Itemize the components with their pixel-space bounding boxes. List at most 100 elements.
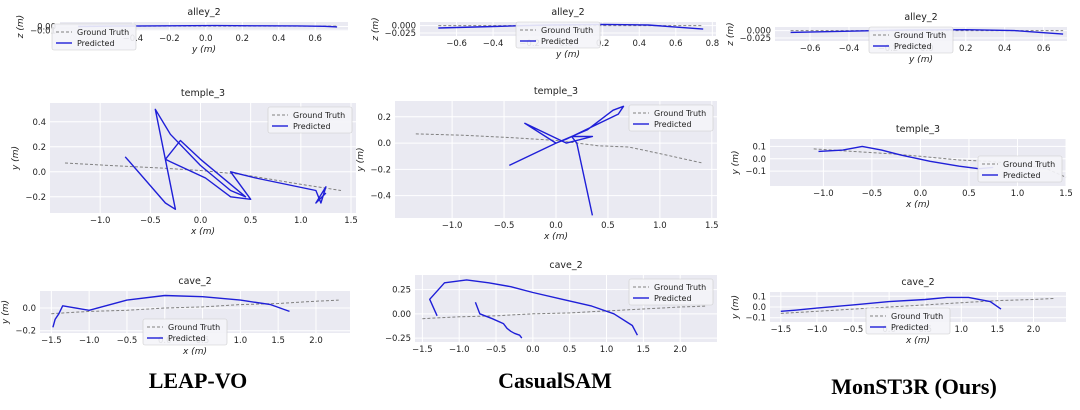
x-tick-label: 0.0 bbox=[914, 189, 928, 199]
x-tick-label: −0.5 bbox=[486, 345, 507, 355]
predicted-line bbox=[124, 108, 327, 211]
x-tick-label: −0.5 bbox=[843, 325, 864, 335]
legend-label: Ground Truth bbox=[168, 323, 220, 332]
x-tick-label: 0.0 bbox=[549, 221, 563, 231]
y-tick-label: 0.000 bbox=[747, 27, 771, 37]
x-tick-label: 1.5 bbox=[637, 345, 651, 355]
x-tick-label: 1.0 bbox=[600, 345, 614, 355]
y-axis-label: y (m) bbox=[356, 148, 366, 173]
x-tick-label: 0.0 bbox=[199, 34, 213, 44]
legend-label: Predicted bbox=[77, 39, 115, 48]
x-tick-label: 0.5 bbox=[244, 216, 258, 226]
y-tick-label: 0.1 bbox=[752, 142, 766, 152]
panel-title: temple_3 bbox=[534, 86, 578, 97]
legend-label: Ground Truth bbox=[293, 111, 345, 120]
x-axis-label: x (m) bbox=[905, 200, 930, 210]
y-tick-label: −0.2 bbox=[25, 193, 46, 203]
x-tick-label: 0.6 bbox=[1037, 44, 1051, 54]
panel-title: cave_2 bbox=[549, 260, 582, 271]
x-tick-label: 0.5 bbox=[962, 189, 976, 199]
y-tick-label: −0.1 bbox=[745, 167, 766, 177]
y-axis-label: z (m) bbox=[371, 17, 381, 41]
y-tick-label: 0.000 bbox=[392, 22, 416, 32]
x-tick-label: −1.0 bbox=[79, 336, 100, 346]
legend-box bbox=[515, 21, 601, 49]
x-tick-label: −0.5 bbox=[117, 336, 138, 346]
x-tick-label: 0.5 bbox=[563, 345, 577, 355]
legend: Ground Truth Predicted bbox=[51, 23, 137, 51]
x-tick-label: 2.0 bbox=[309, 336, 323, 346]
y-tick-label: −0.025 bbox=[385, 29, 416, 39]
x-tick-label: 0.8 bbox=[706, 39, 720, 49]
legend-label: Ground Truth bbox=[1003, 160, 1055, 169]
x-axis-label: x (m) bbox=[905, 336, 930, 346]
panel-temple_3-7: −1.0 −0.5 0.0 0.5 1.0 1.5 −0.1 0.0 0.1 temple_3x … bbox=[731, 124, 1073, 210]
legend-label: Ground Truth bbox=[654, 283, 706, 292]
legend-label: Predicted bbox=[654, 294, 692, 303]
x-tick-label: −1.0 bbox=[442, 221, 463, 231]
predicted-line bbox=[780, 296, 1002, 312]
x-tick-label: 0.4 bbox=[632, 39, 646, 49]
x-tick-label: 2.0 bbox=[673, 345, 687, 355]
x-tick-label: 1.0 bbox=[234, 336, 248, 346]
x-tick-label: 1.5 bbox=[1059, 189, 1073, 199]
legend-label: Ground Truth bbox=[891, 312, 943, 321]
legend: Ground Truth Predicted bbox=[628, 104, 714, 132]
legend-label: Predicted bbox=[891, 323, 929, 332]
x-tick-label: −0.6 bbox=[446, 39, 467, 49]
x-axis-label: x (m) bbox=[190, 227, 215, 237]
legend: Ground Truth Predicted bbox=[515, 21, 601, 49]
panel-title: alley_2 bbox=[904, 12, 937, 23]
legend-box bbox=[51, 23, 137, 51]
x-tick-label: −0.5 bbox=[862, 189, 883, 199]
legend: Ground Truth Predicted bbox=[868, 26, 954, 54]
y-tick-label: 0.0 bbox=[752, 155, 766, 165]
method-label-leap-vo: LEAP-VO bbox=[148, 368, 248, 393]
legend: Ground Truth Predicted bbox=[142, 318, 228, 346]
x-tick-label: 1.5 bbox=[991, 325, 1005, 335]
panel-alley_2-6: −0.6−0.4−0.20.00.20.40.6−0.0250.000alley… bbox=[726, 12, 1067, 65]
y-tick-label: 0.2 bbox=[377, 113, 391, 123]
x-tick-label: 0.4 bbox=[998, 44, 1012, 54]
x-tick-label: 1.5 bbox=[705, 221, 719, 231]
x-tick-label: −1.5 bbox=[771, 325, 792, 335]
y-tick-label: 0.4 bbox=[32, 118, 46, 128]
ground-truth-line bbox=[813, 148, 1067, 178]
legend-box bbox=[142, 318, 228, 346]
legend-label: Predicted bbox=[654, 120, 692, 129]
y-tick-label: 0.2 bbox=[32, 143, 46, 153]
y-tick-label: 0.00 bbox=[37, 23, 56, 33]
x-axis-label: y (m) bbox=[908, 55, 933, 65]
x-tick-label: −1.5 bbox=[412, 345, 433, 355]
x-tick-label: −1.0 bbox=[449, 345, 470, 355]
ground-truth-line bbox=[51, 299, 339, 315]
x-tick-label: −0.6 bbox=[800, 44, 821, 54]
x-tick-label: 1.0 bbox=[955, 325, 969, 335]
x-tick-label: 1.5 bbox=[344, 216, 358, 226]
method-label-monst3r: MonST3R (Ours) bbox=[831, 374, 997, 399]
predicted-line bbox=[429, 279, 639, 336]
y-tick-label: −0.2 bbox=[15, 327, 36, 337]
y-tick-label: 0.25 bbox=[392, 286, 411, 296]
y-axis-label: y (m) bbox=[731, 295, 741, 320]
panel-title: cave_2 bbox=[178, 276, 211, 287]
panel-cave_2-2: −1.5−1.0−0.50.00.51.01.52.0−0.20.0cave_2… bbox=[1, 276, 350, 357]
x-tick-label: −1.0 bbox=[813, 189, 834, 199]
x-axis-label: y (m) bbox=[555, 50, 580, 60]
y-tick-label: −0.4 bbox=[370, 192, 391, 202]
legend-label: Predicted bbox=[1003, 171, 1041, 180]
y-tick-label: −0.25 bbox=[385, 334, 411, 344]
legend-box bbox=[628, 104, 714, 132]
y-tick-label: 0.0 bbox=[377, 139, 391, 149]
panel-title: cave_2 bbox=[901, 277, 934, 288]
panel-temple_3-1: −1.0 −0.5 0.0 0.5 1.0 1.5 −0.2 0.0 0.2 0.4 temple_… bbox=[11, 88, 358, 237]
y-tick-label: 0.00 bbox=[392, 310, 411, 320]
y-tick-label: 0.0 bbox=[22, 304, 36, 314]
x-tick-label: 0.6 bbox=[308, 34, 322, 44]
legend-label: Ground Truth bbox=[894, 31, 946, 40]
legend-box bbox=[865, 307, 951, 335]
panel-title: temple_3 bbox=[896, 124, 940, 135]
legend: Ground Truth Predicted bbox=[865, 307, 951, 335]
x-axis-label: x (m) bbox=[543, 232, 568, 242]
y-tick-label: −0.01 bbox=[30, 26, 56, 36]
